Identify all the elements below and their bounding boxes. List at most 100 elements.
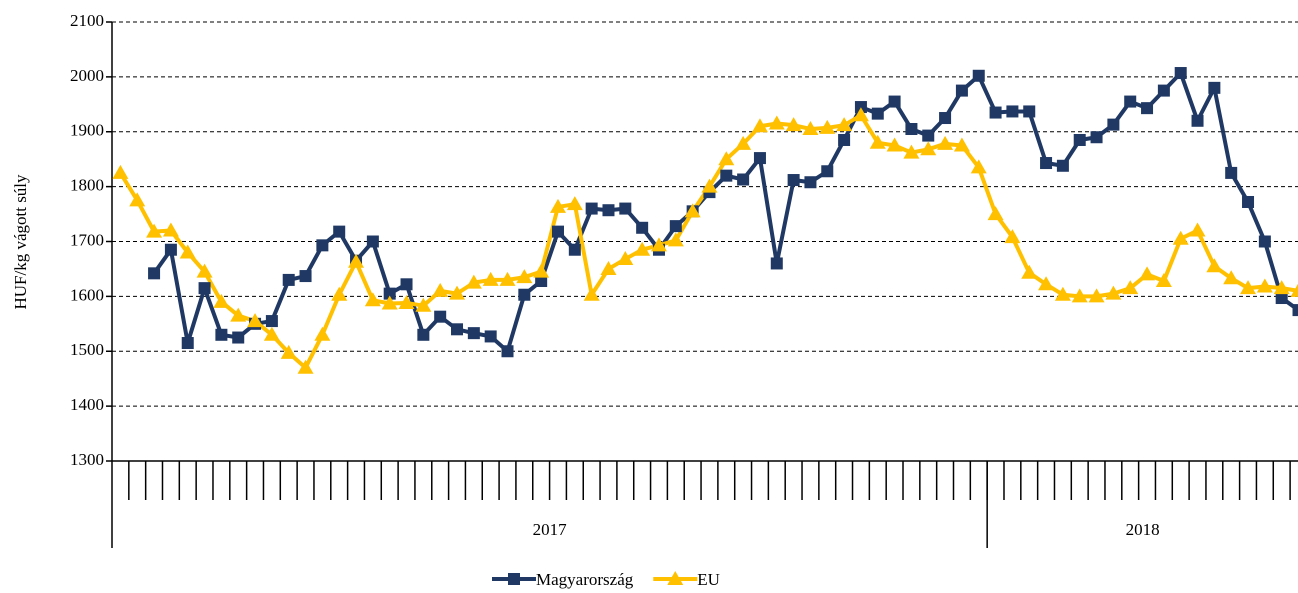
marker [299, 270, 312, 283]
marker [280, 344, 297, 359]
marker [836, 117, 853, 132]
marker [366, 235, 379, 248]
marker [871, 107, 884, 120]
marker [297, 359, 314, 374]
marker [348, 253, 365, 268]
marker [852, 107, 869, 122]
marker [583, 286, 600, 301]
marker [768, 115, 785, 130]
marker [920, 141, 937, 156]
y-tick-label: 1500 [70, 340, 104, 359]
marker [1223, 270, 1240, 285]
marker [804, 176, 817, 189]
marker [112, 164, 129, 179]
marker [1038, 276, 1055, 291]
marker [937, 135, 954, 150]
marker [508, 573, 520, 585]
marker [636, 221, 649, 234]
marker [1242, 195, 1255, 208]
marker [1225, 166, 1238, 179]
marker [499, 271, 516, 286]
marker [484, 330, 497, 343]
marker [770, 257, 783, 270]
marker [939, 112, 952, 125]
marker [196, 263, 213, 278]
marker [1141, 102, 1154, 115]
marker [181, 337, 194, 350]
marker [600, 260, 617, 275]
marker [701, 178, 718, 193]
marker [1256, 278, 1273, 293]
marker [213, 293, 230, 308]
marker [482, 271, 499, 286]
marker [735, 135, 752, 150]
marker [787, 174, 800, 187]
marker [922, 129, 935, 142]
marker [449, 285, 466, 300]
marker [364, 292, 381, 307]
marker [718, 151, 735, 166]
marker [1071, 288, 1088, 303]
marker [566, 196, 583, 211]
marker [1206, 258, 1223, 273]
marker [1290, 283, 1298, 297]
marker [518, 288, 531, 301]
legend-label: EU [697, 570, 720, 589]
marker [972, 69, 985, 82]
marker [585, 202, 598, 215]
marker [1105, 285, 1122, 300]
marker [1174, 67, 1187, 80]
marker [1090, 131, 1103, 144]
marker [1021, 264, 1038, 279]
marker [1004, 229, 1021, 244]
marker [1073, 133, 1086, 146]
marker [802, 121, 819, 136]
marker [854, 101, 867, 114]
marker [634, 241, 651, 256]
marker [247, 313, 264, 328]
marker [417, 328, 430, 341]
marker [888, 95, 901, 108]
y-tick-label: 2000 [70, 66, 104, 85]
marker [1208, 81, 1221, 94]
group-label: 2017 [533, 520, 568, 539]
y-tick-label: 1800 [70, 176, 104, 195]
y-tick-label: 1900 [70, 121, 104, 140]
marker [1124, 95, 1137, 108]
marker [1191, 114, 1204, 127]
marker [198, 282, 211, 295]
y-axis-label: HUF/kg vágott súly [11, 174, 30, 310]
y-tick-label: 1300 [70, 450, 104, 469]
marker [1189, 222, 1206, 237]
marker [383, 287, 396, 300]
marker [737, 173, 750, 186]
marker [1273, 280, 1290, 295]
marker [667, 571, 684, 585]
marker [619, 202, 632, 215]
marker [903, 144, 920, 159]
y-tick-label: 1400 [70, 395, 104, 414]
marker [568, 243, 581, 256]
marker [230, 307, 247, 322]
marker [684, 203, 701, 218]
marker [650, 237, 667, 252]
plot-area [112, 67, 1298, 374]
group-label: 2018 [1126, 520, 1160, 539]
marker [886, 137, 903, 152]
marker [955, 84, 968, 97]
marker [398, 294, 415, 309]
y-tick-label: 1600 [70, 285, 104, 304]
marker [1056, 159, 1069, 172]
marker [1040, 157, 1053, 170]
marker [1157, 84, 1170, 97]
marker [970, 159, 987, 174]
marker [333, 225, 346, 238]
marker [753, 152, 766, 165]
marker [316, 239, 329, 252]
marker [1122, 280, 1139, 295]
marker [617, 251, 634, 266]
marker [146, 223, 163, 238]
marker [465, 274, 482, 289]
marker [215, 328, 228, 341]
